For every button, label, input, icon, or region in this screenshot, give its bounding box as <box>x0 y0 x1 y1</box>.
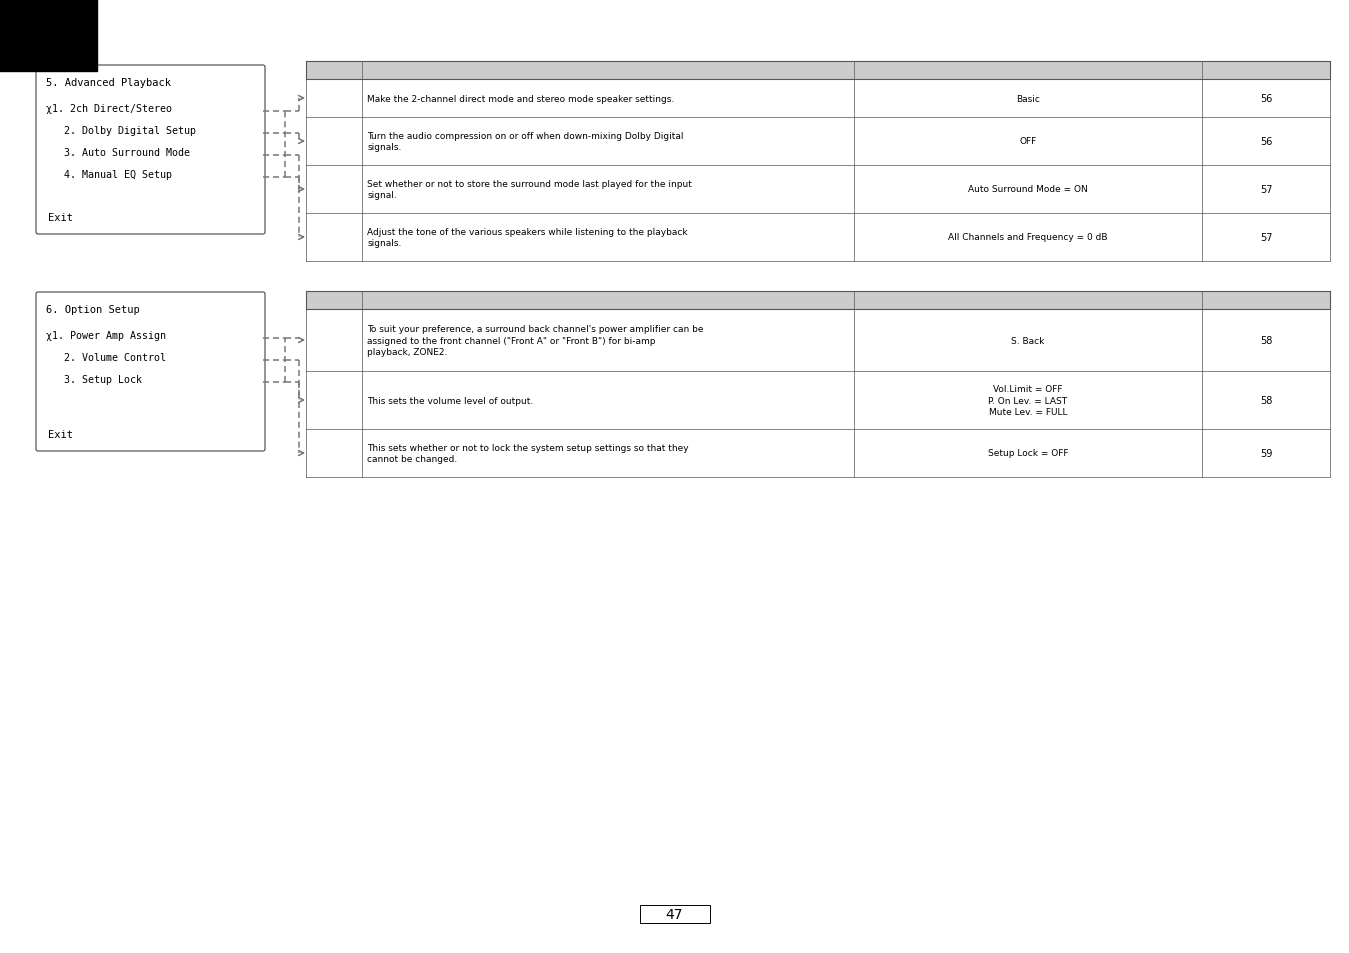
Text: Set whether or not to store the surround mode last played for the input
signal.: Set whether or not to store the surround… <box>367 179 692 200</box>
FancyBboxPatch shape <box>36 293 264 452</box>
Text: 56: 56 <box>1260 137 1272 147</box>
Text: 4. Manual EQ Setup: 4. Manual EQ Setup <box>46 170 173 180</box>
Text: χ1. 2ch Direct/Stereo: χ1. 2ch Direct/Stereo <box>46 104 173 113</box>
Text: 2. Dolby Digital Setup: 2. Dolby Digital Setup <box>46 126 196 136</box>
Text: 6. Option Setup: 6. Option Setup <box>46 305 140 314</box>
Text: This sets the volume level of output.: This sets the volume level of output. <box>367 396 534 405</box>
Text: 57: 57 <box>1260 185 1272 194</box>
Text: 58: 58 <box>1260 395 1272 406</box>
Text: 59: 59 <box>1260 449 1272 458</box>
Bar <box>306 62 1330 80</box>
Text: 3. Auto Surround Mode: 3. Auto Surround Mode <box>46 148 190 158</box>
Text: 3. Setup Lock: 3. Setup Lock <box>46 375 142 385</box>
Text: Exit: Exit <box>49 213 73 223</box>
Bar <box>639 905 710 923</box>
Text: Vol.Limit = OFF
P. On Lev. = LAST
Mute Lev. = FULL: Vol.Limit = OFF P. On Lev. = LAST Mute L… <box>989 384 1067 416</box>
FancyBboxPatch shape <box>36 66 264 234</box>
Text: Make the 2-channel direct mode and stereo mode speaker settings.: Make the 2-channel direct mode and stere… <box>367 94 674 103</box>
Text: 5. Advanced Playback: 5. Advanced Playback <box>46 78 171 88</box>
Text: 57: 57 <box>1260 233 1272 243</box>
Text: Exit: Exit <box>49 430 73 439</box>
Text: Adjust the tone of the various speakers while listening to the playback
signals.: Adjust the tone of the various speakers … <box>367 228 688 248</box>
Text: Basic: Basic <box>1016 94 1040 103</box>
Bar <box>0 0 97 71</box>
Text: χ1. Power Amp Assign: χ1. Power Amp Assign <box>46 331 166 340</box>
Text: This sets whether or not to lock the system setup settings so that they
cannot b: This sets whether or not to lock the sys… <box>367 443 689 464</box>
Text: S. Back: S. Back <box>1012 336 1044 345</box>
Text: Turn the audio compression on or off when down-mixing Dolby Digital
signals.: Turn the audio compression on or off whe… <box>367 132 684 152</box>
Text: 2. Volume Control: 2. Volume Control <box>46 353 166 363</box>
Bar <box>306 292 1330 310</box>
Text: Auto Surround Mode = ON: Auto Surround Mode = ON <box>969 185 1087 194</box>
Text: OFF: OFF <box>1020 137 1036 147</box>
Text: 47: 47 <box>666 907 683 921</box>
Text: To suit your preference, a surround back channel's power amplifier can be
assign: To suit your preference, a surround back… <box>367 324 704 357</box>
Text: All Channels and Frequency = 0 dB: All Channels and Frequency = 0 dB <box>948 233 1108 242</box>
Text: Setup Lock = OFF: Setup Lock = OFF <box>987 449 1068 458</box>
Text: 56: 56 <box>1260 94 1272 104</box>
Text: 58: 58 <box>1260 335 1272 346</box>
